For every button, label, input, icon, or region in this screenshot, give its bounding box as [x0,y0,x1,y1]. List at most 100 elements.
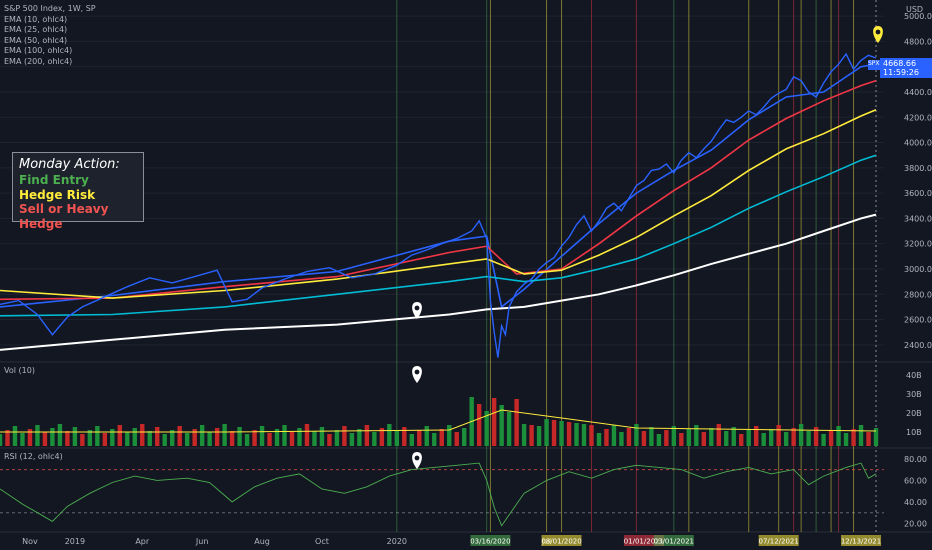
action-find-entry: Find Entry [19,173,89,187]
volume-bar [709,428,714,446]
date-highlight-label: 03/16/2020 [470,538,510,546]
volume-bar [312,431,317,446]
volume-bar [664,430,669,446]
price-tick-label: 2600.00 [904,316,932,325]
date-highlight-box [623,535,664,546]
volume-bar [417,430,422,446]
volume-bar [724,431,729,446]
volume-bar [821,434,826,446]
price-tick-label: 4000.00 [904,139,932,148]
volume-bar [476,404,482,446]
volume-bar [649,427,654,446]
marker-pin-yellow [873,26,883,43]
volume-bar [447,425,452,446]
ema-100-line [0,154,877,317]
volume-bar [619,432,624,446]
volume-bar [214,428,220,446]
volume-bar [432,433,437,446]
volume-bar [349,433,355,446]
volume-bar [566,422,572,446]
volume-bar [147,431,152,446]
volume-bar [387,424,392,446]
date-highlight-label: 08/01/2020 [541,538,581,546]
volume-bar [604,429,609,446]
volume-bar [551,420,557,446]
volume-bar [454,432,459,446]
volume-bar [357,429,362,446]
volume-bar [634,424,639,446]
date-highlight-box [653,535,694,546]
volume-bar [671,426,677,446]
date-highlight-box [541,535,582,546]
volume-tick-label: 30B [906,390,922,399]
volume-bar [536,426,542,446]
volume-bar [716,424,721,446]
legend-ema-200: EMA (200, ohlc4) [4,56,73,66]
volume-pane-label: Vol (10) [4,366,35,375]
price-tick-label: 4200.00 [904,113,932,122]
volume-bar [873,428,879,446]
volume-bar [746,430,751,446]
volume-bar [252,430,257,446]
price-tick-label: 2400.00 [904,341,932,350]
volume-bar [761,433,766,446]
volume-bar [739,434,744,446]
legend-ema-25: EMA (25, ohlc4) [4,25,68,34]
price-tick-label: 2800.00 [904,290,932,299]
time-tick-label: Oct [315,537,329,546]
volume-bar [170,430,175,446]
price-tick-label: 3800.00 [904,164,932,173]
volume-bar [394,431,400,446]
volume-bar [529,425,534,446]
volume-bar [199,425,205,446]
volume-bar [731,427,736,446]
marker-pin-rsi-hole [414,455,420,461]
volume-bar [327,434,332,446]
marker-pin-yellow-shape [873,26,883,43]
volume-bar [35,425,40,446]
volume-bar [813,427,819,446]
price-tick-label: 3600.00 [904,189,932,198]
marker-pin-volume-shape [412,366,422,383]
time-tick-label: Aug [254,537,270,546]
volume-bar [319,427,325,446]
volume-bar [506,412,512,446]
ema-25-line [0,79,877,301]
volume-bar [462,428,467,446]
volume-bar [50,428,55,446]
price-tick-label: 5000.00 [904,12,932,21]
volume-tick-label: 40B [906,371,922,380]
volume-bar [177,426,182,446]
volume-bar [20,433,25,446]
volume-bar [289,432,295,446]
volume-bar [192,429,197,446]
rsi-line [0,462,877,527]
volume-bar [656,434,662,446]
last-price-value: 4668.66 [883,59,917,68]
chart-title: S&P 500 Index, 1W, SP [4,4,96,13]
spx-price-line [0,52,877,358]
rsi-tick-label: 20.00 [904,520,927,529]
volume-bar [776,425,781,446]
volume-bar [372,432,377,446]
volume-bar [110,429,115,446]
price-tick-label: 3000.00 [904,265,932,274]
date-highlight-label: 07/12/2021 [758,538,798,546]
volume-bar [679,433,684,446]
rsi-pane-label: RSI (12, ohlc4) [4,452,63,461]
volume-bar [754,426,759,446]
volume-bar [798,424,804,446]
volume-bar [364,425,370,446]
date-highlight-label: 01/01/2021 [624,538,664,546]
ema-10-line [0,63,877,309]
volume-bar [559,421,564,446]
price-tick-label: 3400.00 [904,214,932,223]
volume-bar [184,433,190,446]
volume-bar [27,429,33,446]
last-price-tag: 4668.66 11:59:26 [880,58,932,78]
volume-bar [402,427,407,446]
time-tick-label: Jun [195,537,209,546]
price-tick-label: 4400.00 [904,88,932,97]
volume-bar [72,427,78,446]
